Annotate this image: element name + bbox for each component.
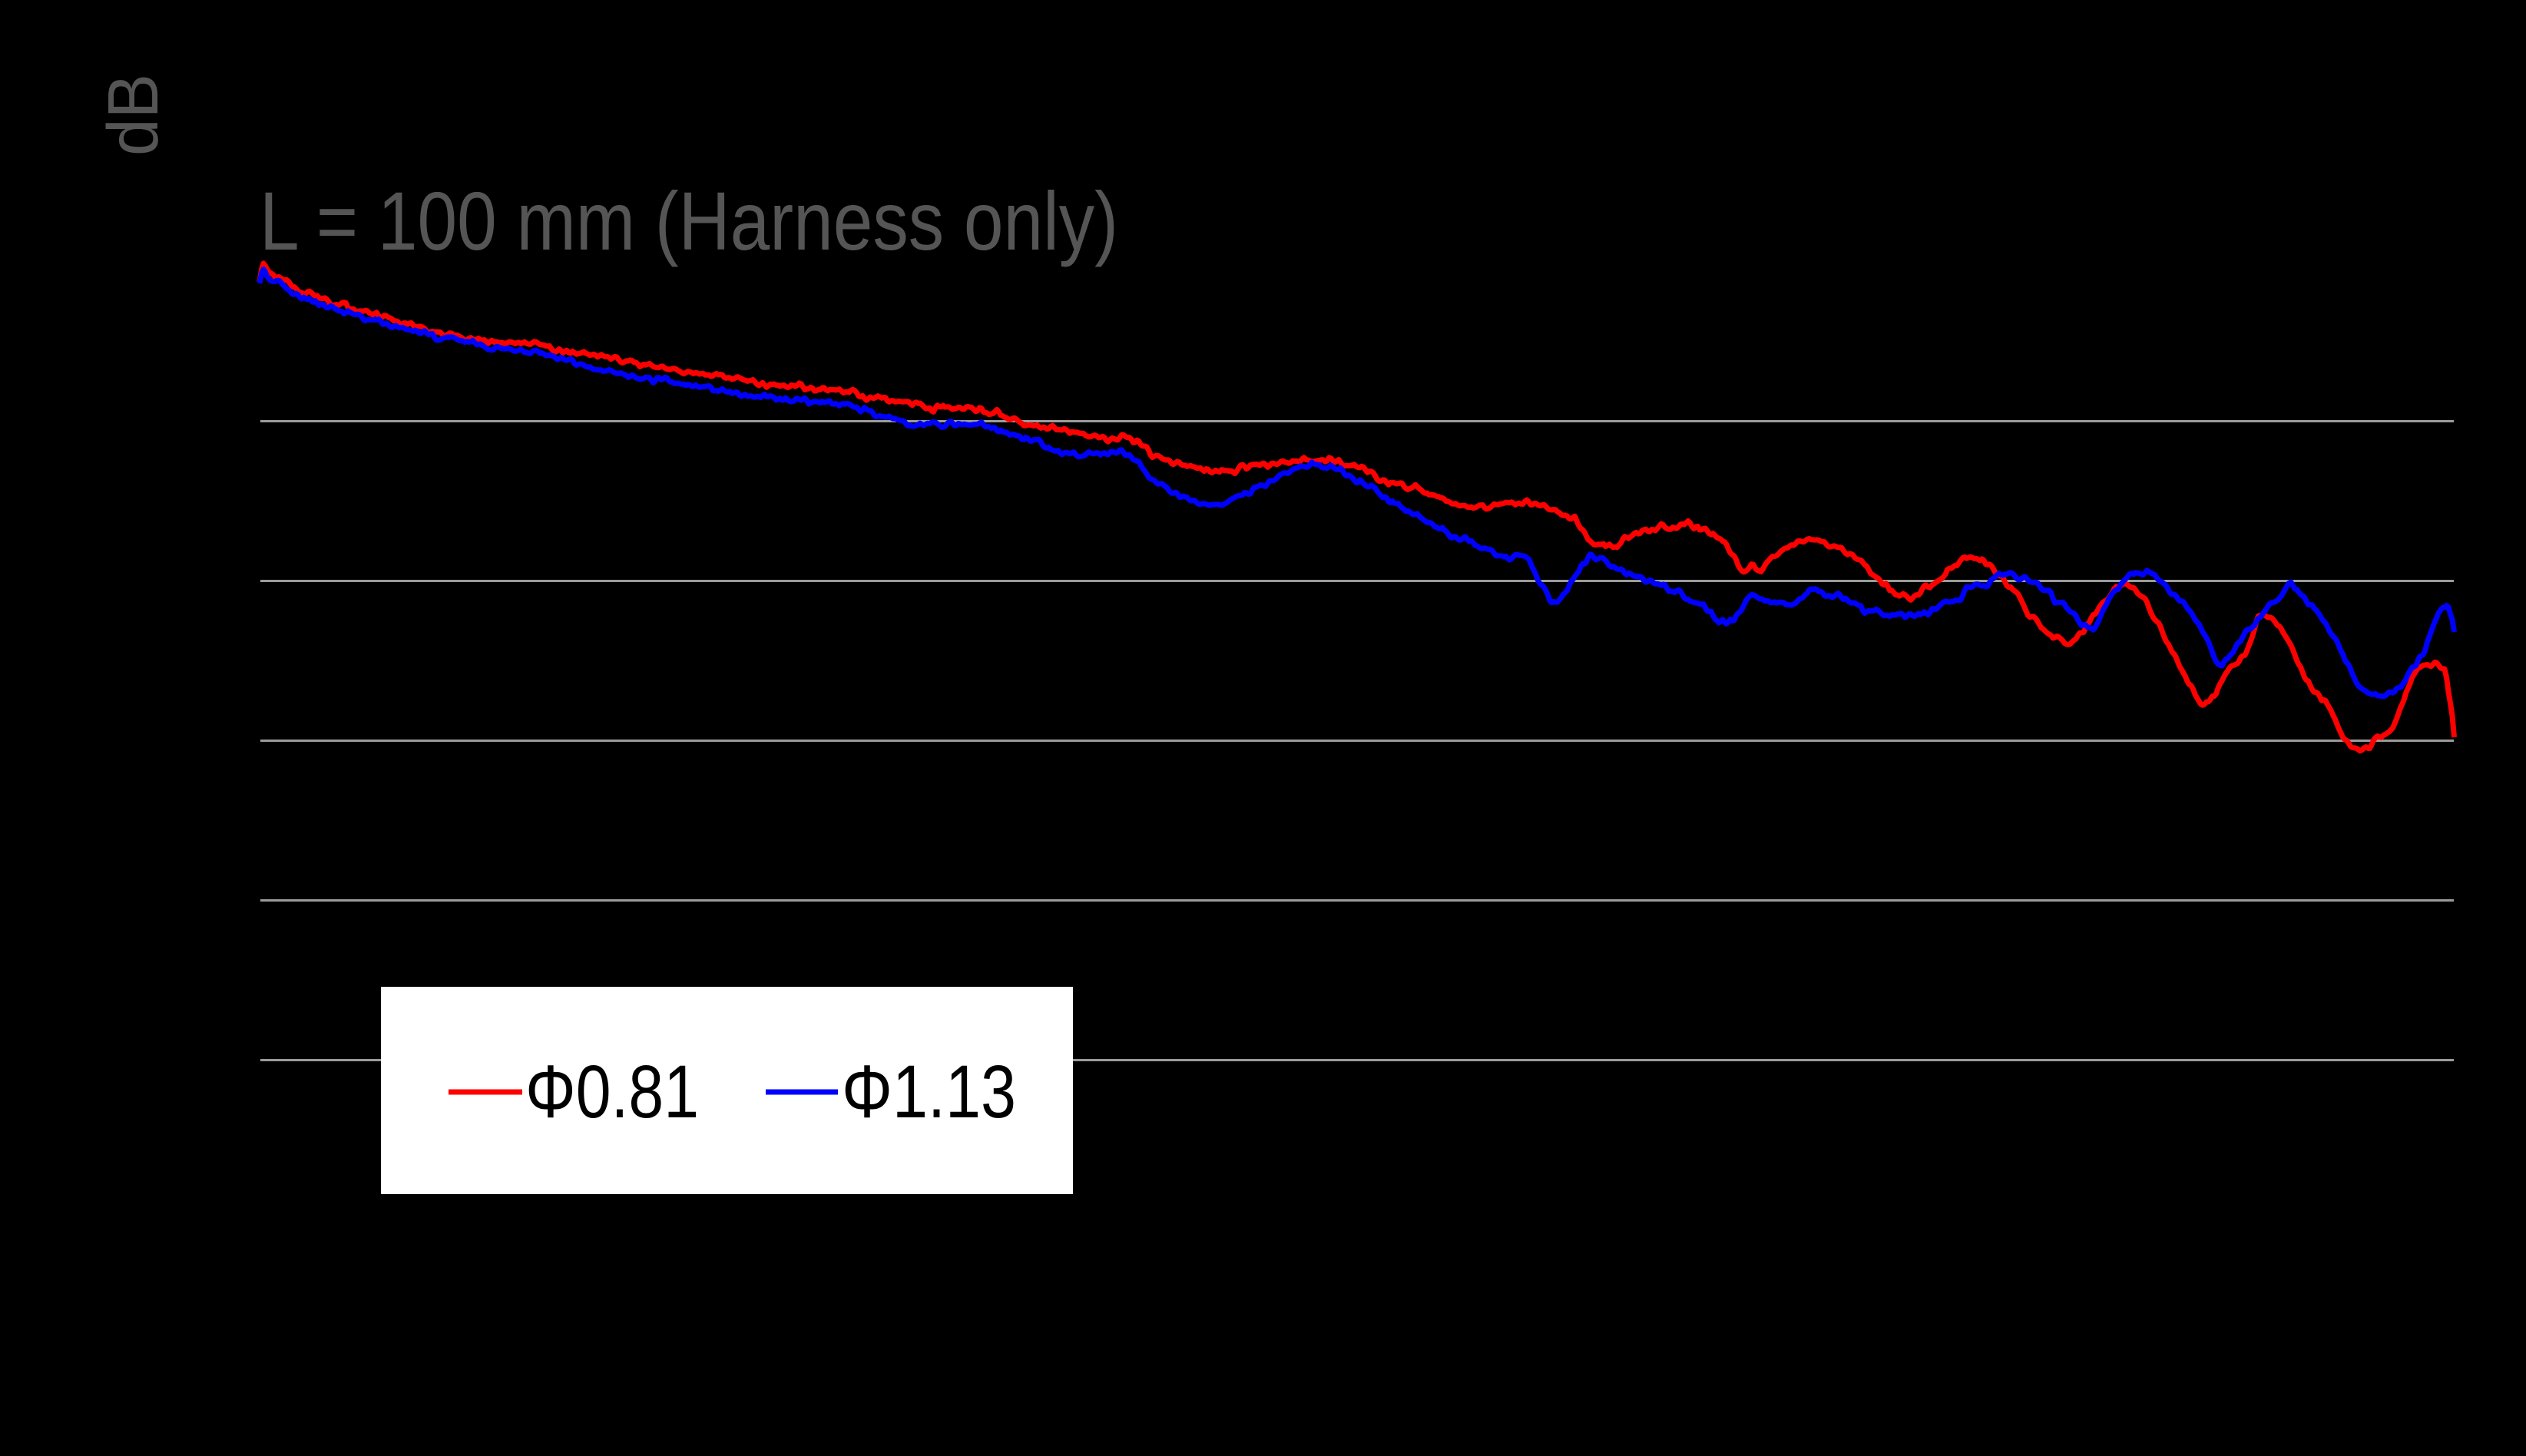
svg-text:Φ1.13: Φ1.13 [842,1050,1016,1133]
svg-text:Φ0.81: Φ0.81 [525,1050,699,1133]
svg-text:dB: dB [93,74,173,156]
svg-text:L = 100 mm (Harness only): L = 100 mm (Harness only) [260,174,1118,267]
